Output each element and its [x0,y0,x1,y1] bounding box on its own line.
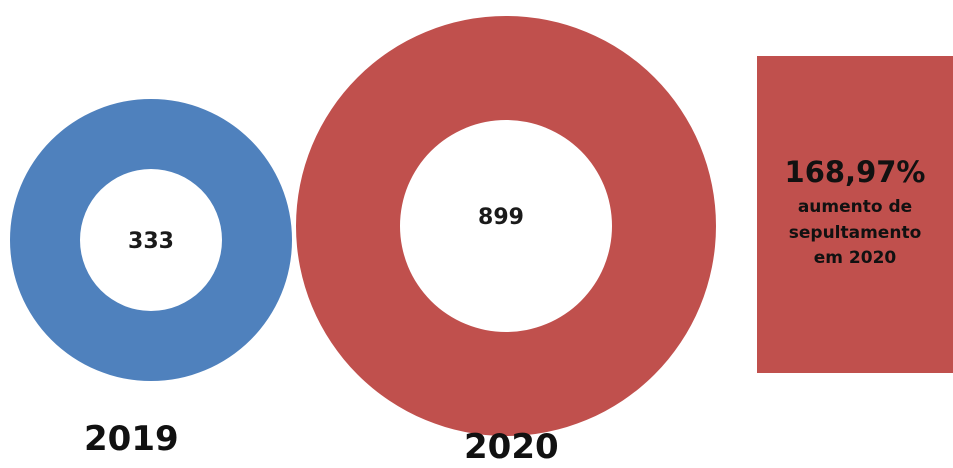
year-label-2020: 2020 [464,427,559,467]
increase-percentage: 168,97% [784,155,926,190]
donut-ring-2020 [296,16,716,436]
increase-callout-box: 168,97% aumento de sepultamento em 2020 [757,56,953,373]
increase-description: aumento de sepultamento em 2020 [788,197,922,269]
donut-value-2020: 899 [478,205,524,230]
donut-ring-2019 [9,98,293,382]
donut-value-2019: 333 [128,229,174,254]
year-label-2019: 2019 [84,419,179,459]
